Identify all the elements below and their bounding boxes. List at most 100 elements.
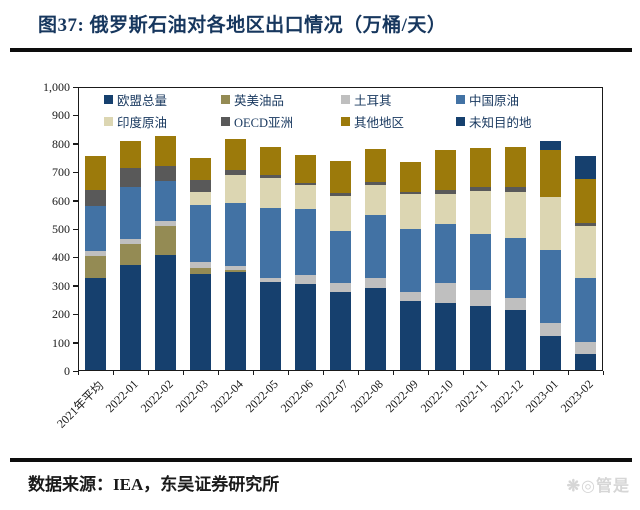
x-tick-mark [392,371,394,375]
legend-swatch-icon [341,117,350,126]
x-category-label: 2022-06 [277,377,316,416]
bar-segment-其他地区 [84,156,106,190]
bar-segment-土耳其 [364,278,386,288]
x-tick-mark [357,371,359,375]
bar-segment-中国原油 [504,238,526,298]
bar-segment-其他地区 [294,155,316,183]
bar-segment-印度原油 [224,175,246,203]
x-category-label: 2022-05 [242,377,281,416]
x-category-label: 2021年平均 [54,378,107,431]
legend-swatch-icon [341,95,350,104]
bar-segment-土耳其 [294,275,316,284]
bar-segment-土耳其 [224,266,246,270]
bar-segment-土耳其 [539,323,561,336]
bar-segment-OECD亚洲 [259,175,281,178]
x-category-label: 2022-10 [417,377,456,416]
bar-segment-中国原油 [259,208,281,278]
legend-item-中国原油: 中国原油 [456,90,568,109]
bar-segment-其他地区 [539,150,561,197]
bar-segment-英美油品 [224,270,246,272]
bar-segment-其他地区 [189,158,211,180]
bar-segment-OECD亚洲 [364,182,386,185]
y-tick-mark [73,86,78,88]
bar-segment-印度原油 [329,196,351,231]
bar-segment-其他地区 [504,147,526,187]
legend-swatch-icon [104,117,113,126]
stacked-bar-2022-03 [189,86,211,370]
bar-segment-土耳其 [399,292,421,301]
y-tick-label: 1,000 [43,80,70,94]
legend-item-其他地区: 其他地区 [341,112,456,131]
stacked-bar-2022-10 [434,86,456,370]
bar-segment-中国原油 [294,209,316,275]
figure-title: 图37: 俄罗斯石油对各地区出口情况（万桶/天） [38,15,447,36]
bar-segment-欧盟总量 [224,272,246,370]
bar-segment-中国原油 [469,234,491,290]
bar-segment-英美油品 [189,268,211,274]
bar-segment-欧盟总量 [399,301,421,370]
bar-segment-土耳其 [259,278,281,282]
bar-segment-欧盟总量 [154,255,176,370]
x-category-label: 2023-01 [522,377,561,416]
bar-segment-欧盟总量 [294,284,316,370]
bar-segment-其他地区 [154,136,176,166]
y-tick-label: 400 [52,250,70,265]
x-tick-mark [112,371,114,375]
bar-segment-印度原油 [259,178,281,208]
x-tick-mark [497,371,499,375]
bar-segment-其他地区 [434,150,456,190]
y-tick-label: 800 [52,136,70,151]
bar-segment-中国原油 [329,231,351,283]
bar-segment-欧盟总量 [364,288,386,370]
x-category-label: 2022-11 [452,377,491,415]
bar-segment-中国原油 [399,229,421,292]
x-category-label: 2022-01 [102,377,141,416]
bar-segment-欧盟总量 [329,292,351,370]
x-tick-mark [147,371,149,375]
watermark: ❋◎管是 [566,478,630,495]
legend-label: 土耳其 [354,94,392,108]
stacked-bar-2022-12 [504,86,526,370]
bar-segment-印度原油 [364,185,386,215]
legend-item-欧盟总量: 欧盟总量 [104,90,221,109]
bar-segment-未知目的地 [539,141,561,150]
y-tick-mark [73,171,78,174]
bar-segment-印度原油 [294,185,316,209]
x-tick-mark [427,371,429,375]
bar-segment-土耳其 [574,342,596,354]
legend-item-OECD亚洲: OECD亚洲 [221,112,341,131]
plot-area [78,87,603,371]
x-tick-mark [287,371,289,375]
bar-segment-土耳其 [84,251,106,256]
y-tick-label: 0 [64,364,70,378]
bar-segment-OECD亚洲 [504,187,526,192]
bar-segment-印度原油 [189,192,211,205]
stacked-bar-2022-04 [224,86,246,370]
stacked-bar-2022-01 [119,86,141,370]
stacked-bar-2022-09 [399,86,421,370]
bar-segment-印度原油 [539,197,561,250]
bar-segment-欧盟总量 [434,303,456,370]
bar-segment-欧盟总量 [84,278,106,370]
bar-segment-OECD亚洲 [574,223,596,226]
x-category-label: 2022-12 [487,377,526,416]
bar-segment-其他地区 [224,139,246,170]
footer-divider-rule [10,458,632,462]
bar-segment-OECD亚洲 [189,180,211,192]
legend-item-土耳其: 土耳其 [341,90,456,109]
bar-segment-英美油品 [84,256,106,278]
x-category-label: 2022-02 [137,377,176,416]
x-category-label: 2022-07 [312,377,351,416]
bar-segment-中国原油 [84,206,106,251]
stacked-bar-2022-11 [469,86,491,370]
stacked-bar-2022-08 [364,86,386,370]
bar-segment-土耳其 [504,298,526,310]
bar-segment-其他地区 [329,161,351,193]
legend-label: 其他地区 [354,116,405,130]
bar-segment-OECD亚洲 [434,190,456,194]
legend-item-未知目的地: 未知目的地 [456,112,568,131]
bar-segment-OECD亚洲 [119,168,141,187]
y-tick-mark [73,370,78,372]
legend-swatch-icon [221,95,230,104]
bar-segment-OECD亚洲 [84,190,106,206]
